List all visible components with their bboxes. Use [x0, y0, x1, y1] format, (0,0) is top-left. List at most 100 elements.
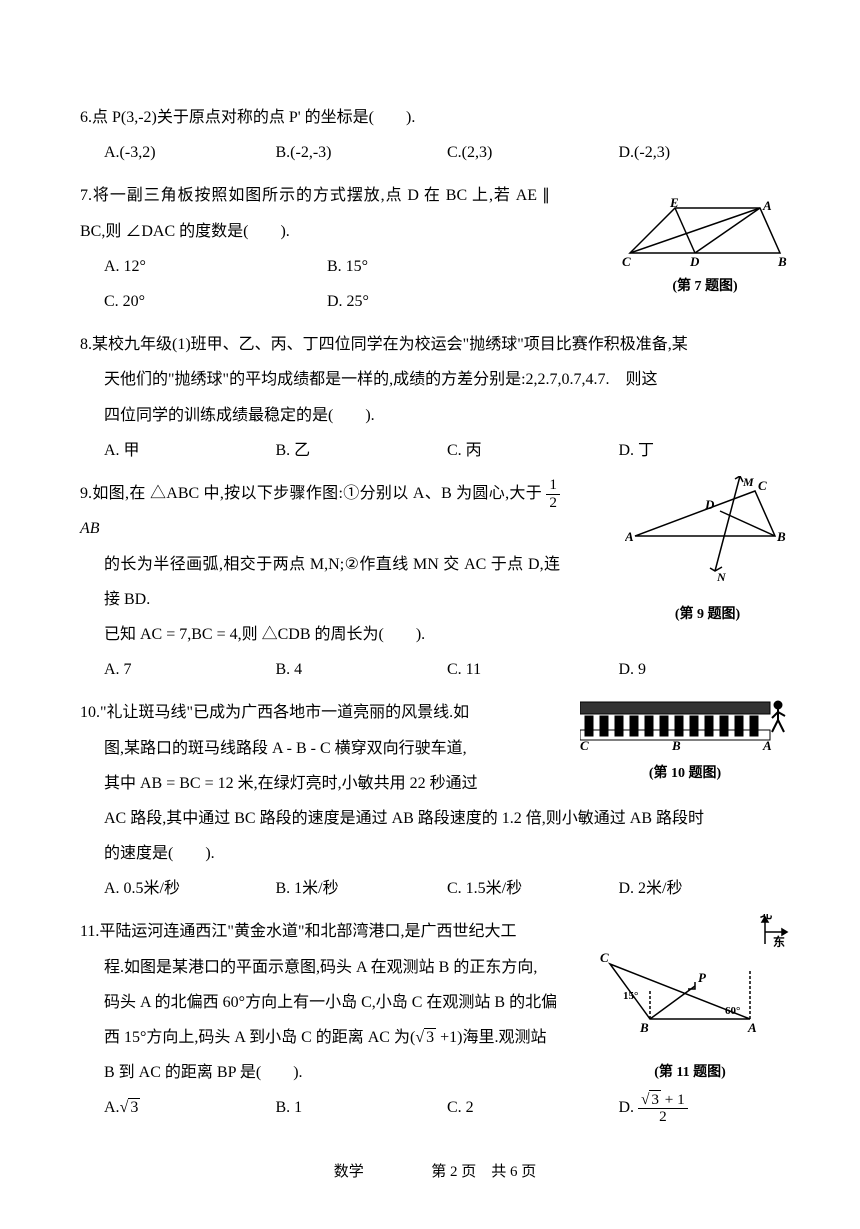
q10-l4: AC 路段,其中通过 BC 路段的速度是通过 AB 路段速度的 1.2 倍,则小…: [80, 801, 790, 836]
q10-l2: 图,某路口的斑马线路段 A - B - C 横穿双向行驶车道,: [80, 731, 520, 766]
q7-label-b: B: [777, 254, 787, 268]
question-8: 8.某校九年级(1)班甲、乙、丙、丁四位同学在为校运会"抛绣球"项目比赛作积极准…: [80, 327, 790, 468]
q10-label-a: A: [762, 738, 772, 753]
q10-label-b: B: [671, 738, 681, 753]
q7-text: 7.将一副三角板按照如图所示的方式摆放,点 D 在 BC 上,若 AE ∥ BC…: [80, 178, 550, 248]
q7-opt-a: A. 12°: [104, 249, 327, 284]
q6-opt-c: C.(2,3): [447, 135, 619, 170]
footer-subject: 数学: [334, 1164, 364, 1180]
q8-opt-b: B. 乙: [276, 433, 448, 468]
q9-options: A. 7 B. 4 C. 11 D. 9: [80, 652, 790, 687]
q10-options: A. 0.5米/秒 B. 1米/秒 C. 1.5米/秒 D. 2米/秒: [80, 871, 790, 906]
q7-label-d: D: [689, 254, 700, 268]
q8-opt-d: D. 丁: [619, 433, 791, 468]
q7-label-e: E: [669, 198, 679, 210]
q8-opt-c: C. 丙: [447, 433, 619, 468]
q7-opt-d: D. 25°: [327, 284, 550, 319]
q11-north: 北: [760, 914, 772, 921]
q7-opt-c: C. 20°: [104, 284, 327, 319]
q7-fig-label: (第 7 题图): [620, 272, 790, 303]
q9-fig-label: (第 9 题图): [625, 600, 790, 631]
q11-label-b: B: [639, 1020, 649, 1035]
q11-label-p: P: [698, 970, 707, 985]
q7-opt-b: B. 15°: [327, 249, 550, 284]
q7-label-a: A: [762, 198, 772, 213]
q11-l4: 西 15°方向上,码头 A 到小岛 C 的距离 AC 为( 3 +1)海里.观测站: [80, 1020, 570, 1055]
q11-a-text: A.: [104, 1099, 120, 1116]
q9-opt-a: A. 7: [104, 652, 276, 687]
q11-d-text: D.: [619, 1099, 635, 1116]
q11-l4b: +1)海里.观测站: [436, 1029, 546, 1046]
q10-num: 10.: [80, 704, 100, 721]
q6-num: 6.: [80, 109, 92, 126]
q9-label-m: M: [742, 476, 754, 489]
q10-opt-d: D. 2米/秒: [619, 871, 791, 906]
q6-opt-d: D.(-2,3): [619, 135, 791, 170]
q9-label-b: B: [776, 529, 786, 544]
q8-l2: 天他们的"抛绣球"的平均成绩都是一样的,成绩的方差分别是:2,2.7,0.7,4…: [80, 362, 790, 397]
q11-opt-b: B. 1: [276, 1090, 448, 1126]
q7-figure: E A C D B (第 7 题图): [620, 198, 790, 303]
q10-l1w: 10."礼让斑马线"已成为广西各地市一道亮丽的风景线.如: [80, 695, 520, 730]
q10-figure: C B A (第 10 题图): [580, 700, 790, 790]
q9-line1: 9.如图,在 △ABC 中,按以下步骤作图:①分别以 A、B 为圆心,大于 12…: [80, 476, 560, 547]
q8-num: 8.: [80, 336, 92, 353]
q7-diagram: E A C D B: [620, 198, 790, 268]
q11-opt-a: A. 3: [104, 1090, 276, 1126]
q6-options: A.(-3,2) B.(-2,-3) C.(2,3) D.(-2,3): [80, 135, 790, 170]
q11-diagram: 北 东 C P B A 15° 60°: [590, 914, 790, 1054]
question-10: C B A (第 10 题图) 10."礼让斑马线"已成为广西各地市一道亮丽的风…: [80, 695, 790, 906]
question-6: 6.点 P(3,-2)关于原点对称的点 P' 的坐标是( ). A.(-3,2)…: [80, 100, 790, 170]
q8-text: 8.某校九年级(1)班甲、乙、丙、丁四位同学在为校运会"抛绣球"项目比赛作积极准…: [80, 327, 790, 362]
q9-opt-d: D. 9: [619, 652, 791, 687]
q9-label-d: D: [704, 497, 715, 512]
page-footer: 数学 第 2 页 共 6 页: [80, 1156, 790, 1189]
q9-l2: 的长为半径画弧,相交于两点 M,N;②作直线 MN 交 AC 于点 D,连接 B…: [80, 547, 560, 617]
q11-angle-60: 60°: [725, 1005, 740, 1017]
q8-options: A. 甲 B. 乙 C. 丙 D. 丁: [80, 433, 790, 468]
q10-opt-b: B. 1米/秒: [276, 871, 448, 906]
sqrt-3: 3: [424, 1028, 436, 1046]
q9-l1b: AB: [80, 520, 100, 537]
sqrt-3d: 3: [649, 1090, 661, 1108]
q11-angle-15: 15°: [623, 990, 638, 1002]
q9-diagram: M C D A B N: [625, 476, 790, 596]
question-9: M C D A B N (第 9 题图) 9.如图,在 △ABC 中,按以下步骤…: [80, 476, 790, 687]
q11-opt-c: C. 2: [447, 1090, 619, 1126]
q7-body: 将一副三角板按照如图所示的方式摆放,点 D 在 BC 上,若 AE ∥ BC,则…: [80, 187, 550, 239]
q10-l1: "礼让斑马线"已成为广西各地市一道亮丽的风景线.如: [100, 704, 469, 721]
q10-opt-a: A. 0.5米/秒: [104, 871, 276, 906]
q9-l1a: 如图,在 △ABC 中,按以下步骤作图:①分别以 A、B 为圆心,大于: [92, 485, 542, 502]
q11-l2: 程.如图是某港口的平面示意图,码头 A 在观测站 B 的正东方向,: [80, 950, 570, 985]
frac-half: 12: [546, 477, 560, 511]
q10-label-c: C: [580, 738, 589, 753]
q11-figure: 北 东 C P B A 15° 60° (第 11 题图): [590, 914, 790, 1089]
q9-label-a: A: [625, 529, 634, 544]
q11-fig-label: (第 11 题图): [590, 1058, 790, 1089]
q11-l1: 平陆运河连通西江"黄金水道"和北部湾港口,是广西世纪大工: [99, 923, 516, 940]
question-11: 北 东 C P B A 15° 60° (第 11 题图) 11.平陆运河连通西…: [80, 914, 790, 1125]
question-7: E A C D B (第 7 题图) 7.将一副三角板按照如图所示的方式摆放,点…: [80, 178, 790, 319]
q11-l4a: 西 15°方向上,码头 A 到小岛 C 的距离 AC 为(: [104, 1029, 415, 1046]
q9-num: 9.: [80, 485, 92, 502]
sqrt-3a: 3: [128, 1098, 140, 1116]
q9-label-c: C: [758, 478, 767, 493]
q8-l3: 四位同学的训练成绩最稳定的是( ).: [80, 398, 790, 433]
q10-fig-label: (第 10 题图): [580, 759, 790, 790]
q10-l5: 的速度是( ).: [80, 836, 790, 871]
q8-opt-a: A. 甲: [104, 433, 276, 468]
q10-opt-c: C. 1.5米/秒: [447, 871, 619, 906]
footer-page: 第 2 页 共 6 页: [431, 1164, 536, 1180]
q11-east: 东: [773, 934, 785, 949]
q6-opt-a: A.(-3,2): [104, 135, 276, 170]
q7-label-c: C: [622, 254, 631, 268]
sqrt-icon: [415, 1029, 424, 1046]
q8-l1: 某校九年级(1)班甲、乙、丙、丁四位同学在为校运会"抛绣球"项目比赛作积极准备,…: [92, 336, 688, 353]
q10-diagram: C B A: [580, 700, 790, 755]
q11-label-c: C: [600, 950, 609, 965]
q9-opt-c: C. 11: [447, 652, 619, 687]
q10-l3: 其中 AB = BC = 12 米,在绿灯亮时,小敏共用 22 秒通过: [80, 766, 520, 801]
q11-num: 11.: [80, 923, 99, 940]
q7-options: A. 12° B. 15° C. 20° D. 25°: [80, 249, 550, 319]
q6-opt-b: B.(-2,-3): [276, 135, 448, 170]
